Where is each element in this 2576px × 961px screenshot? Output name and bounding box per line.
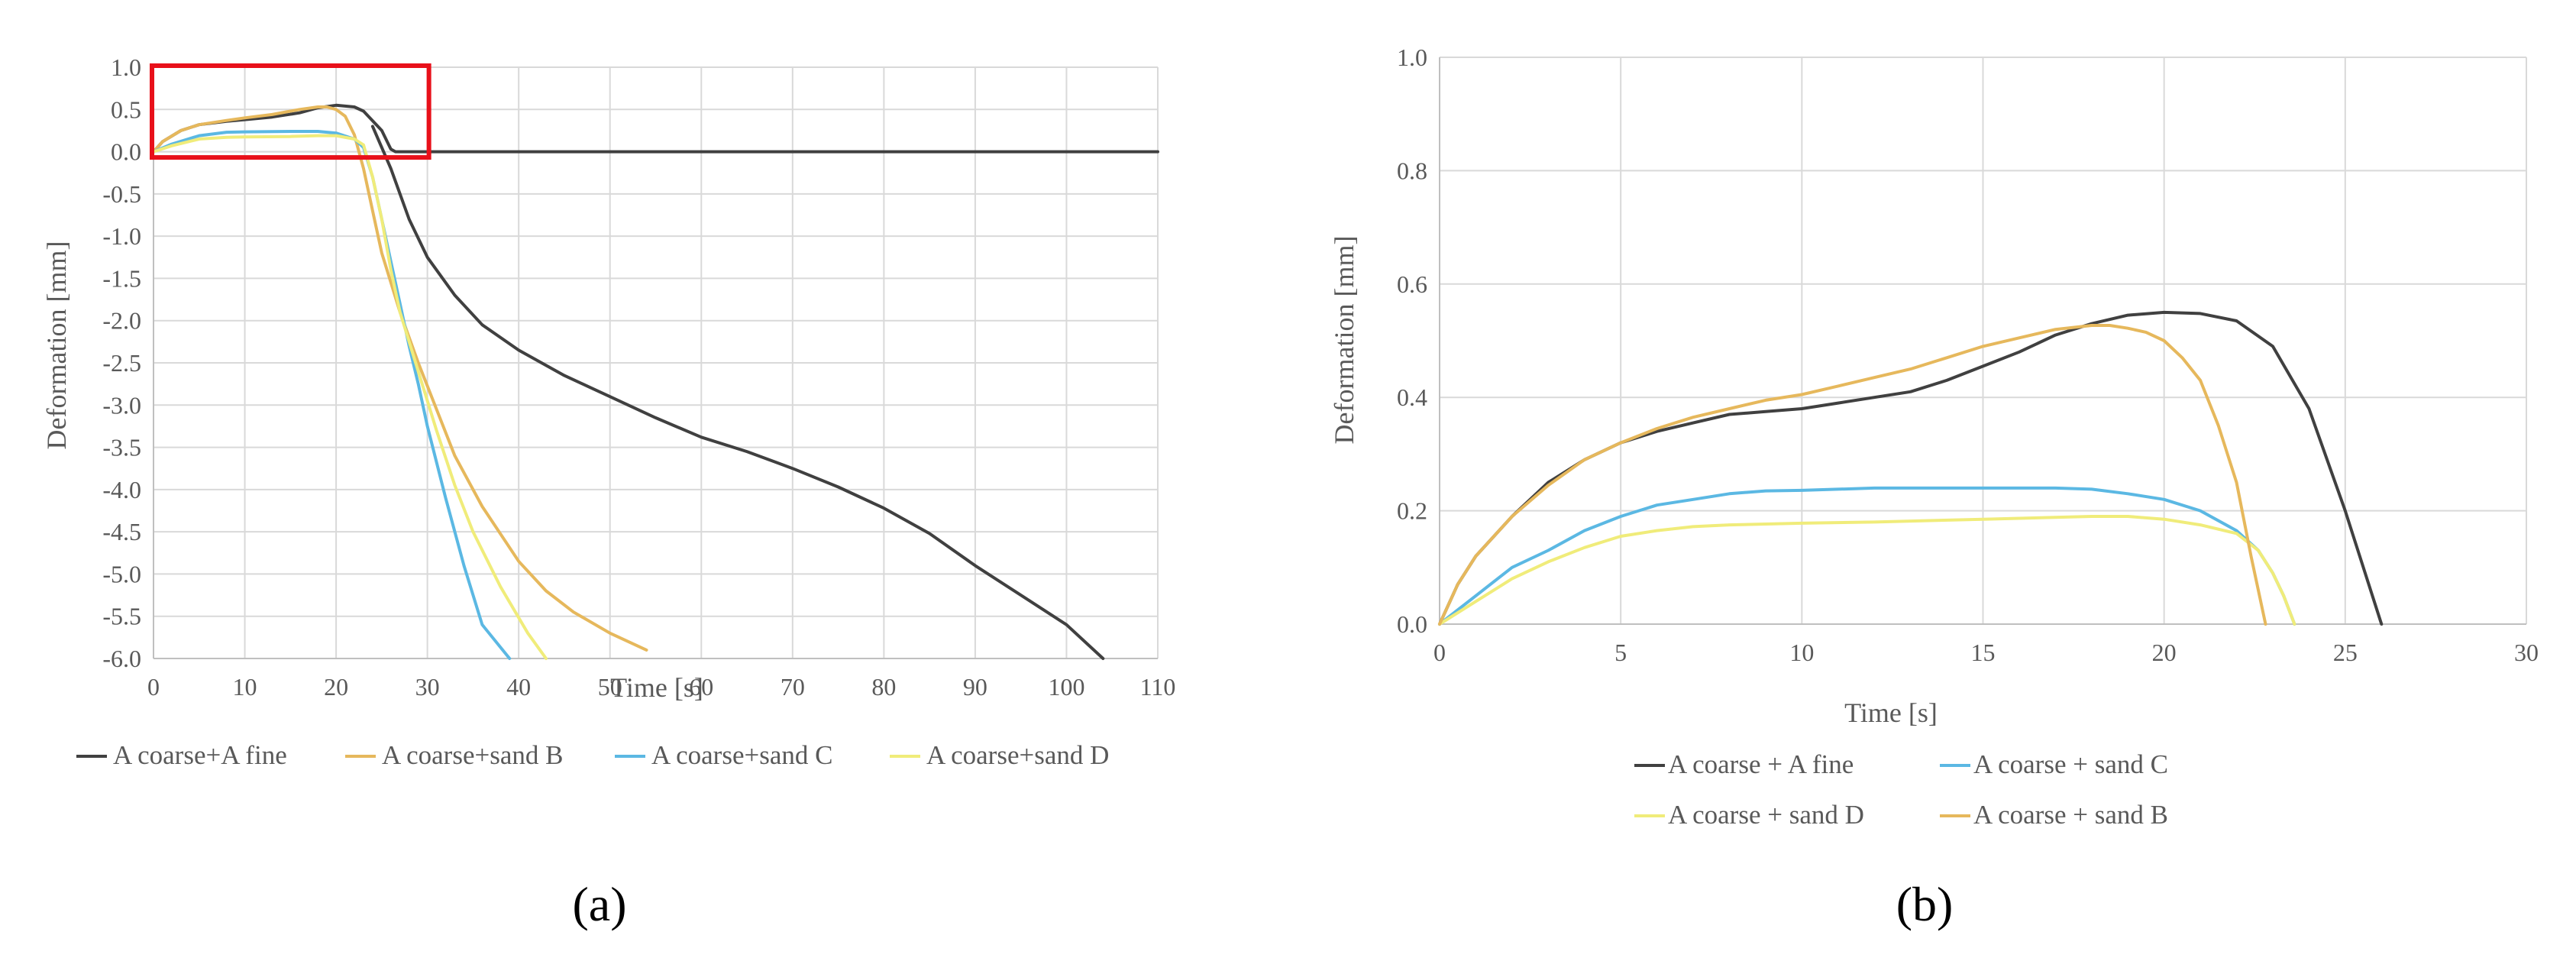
chart-a-series — [152, 103, 1159, 660]
legend-item: A coarse + A fine — [1634, 749, 1854, 779]
series-line-a-coarse-sand-b — [1438, 324, 2267, 626]
legend-item: A coarse+sand C — [615, 740, 832, 770]
x-tick-label: 20 — [2152, 639, 2177, 666]
legend-item: A coarse+sand B — [345, 740, 563, 770]
x-tick-label: 40 — [506, 673, 531, 701]
x-tick-label: 90 — [963, 673, 987, 701]
y-tick-label: -5.0 — [102, 560, 141, 587]
series-line-a-coarse-sand-c — [152, 130, 512, 660]
x-tick-label: 30 — [2514, 639, 2539, 666]
x-tick-label: 30 — [415, 673, 440, 701]
y-tick-label: -1.0 — [102, 222, 141, 250]
panel-label-a: (a) — [572, 877, 626, 931]
x-tick-label: 60 — [689, 673, 713, 701]
legend-item: A coarse+A fine — [76, 740, 287, 770]
y-tick-label: 0.8 — [1397, 157, 1427, 184]
x-tick-label: 80 — [871, 673, 896, 701]
y-tick-label: -4.5 — [102, 518, 141, 545]
panel-label-b: (b) — [1896, 877, 1954, 931]
y-tick-label: -5.5 — [102, 603, 141, 630]
legend-label: A coarse+sand B — [382, 740, 563, 770]
series-line-a-coarse-a-fine — [152, 103, 1159, 154]
x-tick-label: 20 — [324, 673, 348, 701]
legend-label: A coarse + sand C — [1973, 749, 2168, 779]
chart-a-highlight-box — [150, 63, 431, 160]
chart-b-y-axis-title: Deformation [mm] — [1329, 236, 1359, 445]
series-line-a-coarse-sand-c — [1438, 486, 2296, 626]
y-tick-label: -3.0 — [102, 391, 141, 419]
chart-b-x-axis-title: Time [s] — [1844, 697, 1938, 728]
chart-a-grid — [153, 66, 1159, 659]
chart-a-y-axis-title: Deformation [mm] — [41, 241, 72, 450]
x-tick-label: 0 — [147, 673, 160, 701]
x-tick-label: 5 — [1614, 639, 1627, 666]
legend-label: A coarse + sand D — [1668, 800, 1864, 830]
y-tick-label: -0.5 — [102, 180, 141, 208]
y-tick-label: 0.0 — [1397, 610, 1427, 638]
chart-a-x-axis-title: Time [s] — [610, 672, 703, 703]
x-tick-label: 50 — [598, 673, 622, 701]
legend-label: A coarse + sand B — [1973, 800, 2168, 830]
legend-label: A coarse+sand C — [651, 740, 832, 770]
x-tick-label: 10 — [1789, 639, 1814, 666]
x-tick-label: 25 — [2333, 639, 2358, 666]
y-tick-label: 1.0 — [111, 53, 141, 81]
chart-b: 0 5 10 15 20 25 301.00.80.60.40.20.0 Time [s] … — [1329, 44, 2539, 830]
y-tick-label: -6.0 — [102, 645, 141, 672]
chart-b-legend: A coarse + A fine A coarse + sand C A coar… — [1634, 749, 2168, 830]
chart-a-legend: A coarse+A fine A coarse+sand B A coarse+s… — [76, 740, 1109, 770]
y-tick-label: -2.5 — [102, 349, 141, 377]
x-tick-label: 15 — [1971, 639, 1996, 666]
legend-item: A coarse + sand B — [1940, 800, 2168, 830]
legend-label: A coarse+sand D — [926, 740, 1109, 770]
series-line-a-coarse-a-fine — [1438, 310, 2384, 626]
legend-item: A coarse+sand D — [890, 740, 1109, 770]
y-tick-label: 0.0 — [111, 138, 141, 166]
chart-b-grid — [1439, 57, 2527, 625]
chart-b-ticks: 0 5 10 15 20 25 30 1.0 0.8 0.6 0.4 0.2 0.0 — [1397, 44, 2539, 666]
series-line-a-coarse-a-fine-failure — [370, 125, 1105, 660]
y-tick-label: 0.6 — [1397, 270, 1427, 298]
series-line-a-coarse-sand-d — [152, 134, 548, 660]
x-tick-label: 70 — [781, 673, 805, 701]
y-tick-label: -1.5 — [102, 264, 141, 292]
legend-label: A coarse+A fine — [113, 740, 287, 770]
y-tick-label: -3.5 — [102, 434, 141, 461]
chart-b-series — [1438, 310, 2384, 626]
chart-a-ticks: 0 10 20 30 40 50 60 70 80 90 100 110 1.0 0.5 0.0 -0.5 -1… — [102, 53, 1175, 701]
x-tick-label: 110 — [1140, 673, 1176, 701]
legend-item: A coarse + sand C — [1940, 749, 2168, 779]
series-line-a-coarse-sand-d — [1438, 515, 2296, 626]
legend-label: A coarse + A fine — [1668, 749, 1854, 779]
y-tick-label: 0.5 — [111, 95, 141, 123]
y-tick-label: -2.0 — [102, 307, 141, 335]
y-tick-label: 0.2 — [1397, 497, 1427, 525]
legend-item: A coarse + sand D — [1634, 800, 1864, 830]
y-tick-label: -4.0 — [102, 476, 141, 503]
x-tick-label: 0 — [1433, 639, 1446, 666]
series-line-a-coarse-sand-b — [152, 105, 648, 652]
chart-a: 0 10 20 30 40 50 60 70 80 90 100 110 1.0 0.5 0.0 -0.5 -1… — [41, 53, 1175, 770]
x-tick-label: 10 — [233, 673, 257, 701]
y-tick-label: 0.4 — [1397, 383, 1427, 411]
y-tick-label: 1.0 — [1397, 44, 1427, 71]
x-tick-label: 100 — [1048, 673, 1084, 701]
